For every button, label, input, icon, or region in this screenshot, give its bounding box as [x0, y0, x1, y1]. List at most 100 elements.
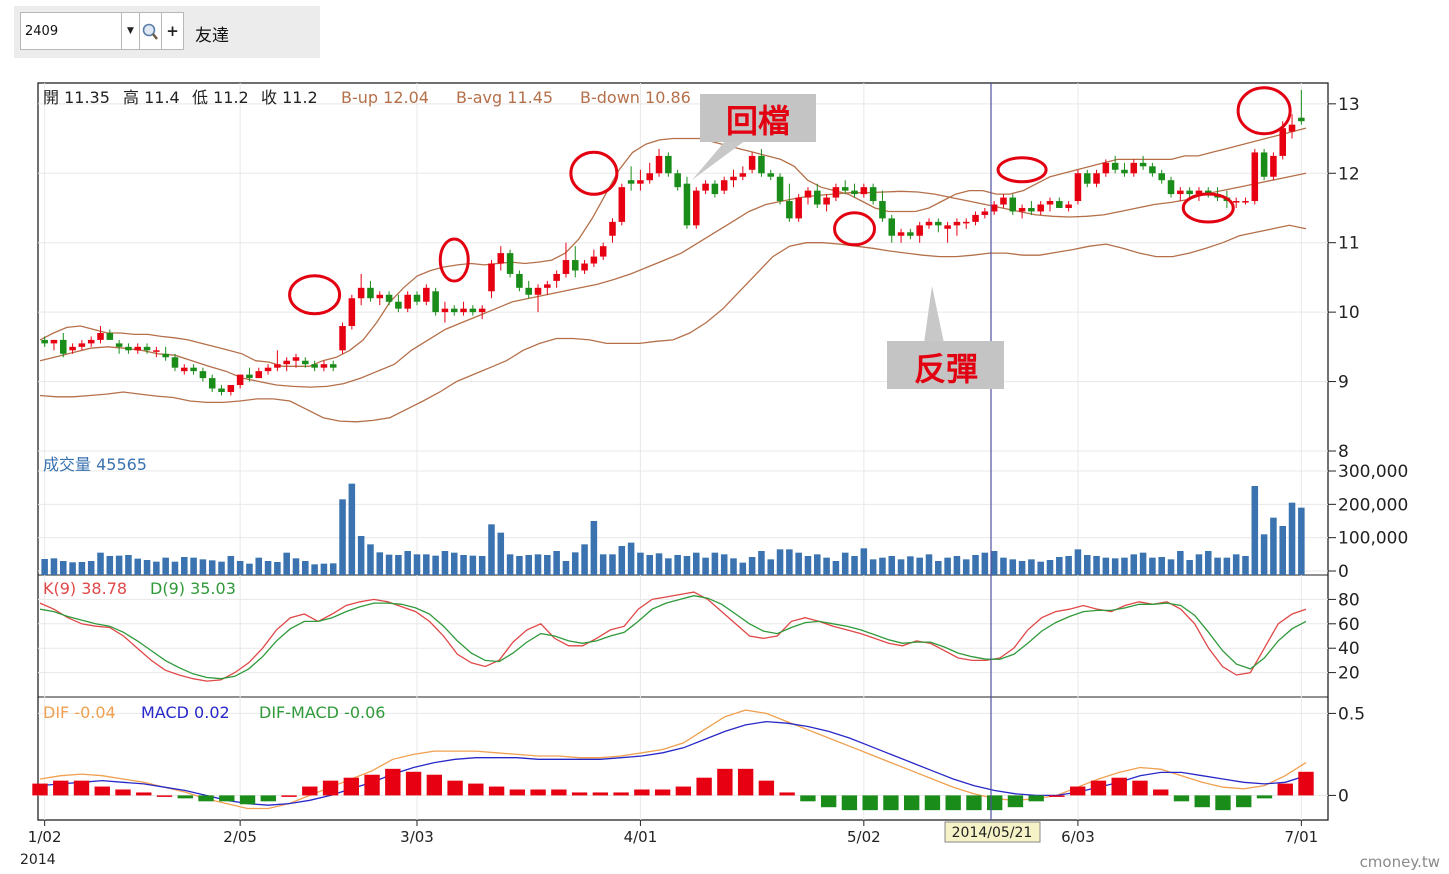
volume-bar [1149, 557, 1156, 575]
volume-bar [748, 557, 756, 575]
candle-body [87, 339, 95, 344]
candle-body [320, 364, 328, 368]
macd-histogram-bar [1090, 780, 1107, 796]
volume-bar [432, 555, 439, 575]
candle-body [497, 253, 505, 264]
volume-bar [404, 551, 411, 575]
candle-body [1000, 197, 1007, 205]
volume-bar [87, 561, 95, 575]
macd-histogram-bar [1194, 795, 1210, 808]
candle-body [1270, 155, 1277, 177]
dropdown-button[interactable]: ▼ [122, 12, 140, 50]
volume-bar [888, 556, 896, 575]
volume-bar [1009, 559, 1017, 575]
macd-histogram-bar [820, 795, 837, 808]
volume-bar [385, 554, 393, 575]
volume-bar [134, 558, 142, 575]
macd-histogram-bar [239, 795, 256, 805]
volume-bar [1083, 555, 1091, 575]
candle-body [1139, 162, 1147, 167]
bavg-label: B-avg 11.45 [456, 88, 553, 107]
candle-body [199, 371, 207, 379]
volume-bar [264, 561, 272, 575]
candle-body [1111, 162, 1119, 170]
volume-bar [199, 559, 207, 575]
candle-body [916, 225, 923, 236]
volume-bar [181, 557, 188, 575]
macd-histogram-bar [156, 795, 173, 797]
volume-bar [460, 555, 467, 575]
macd-histogram-bar [1153, 789, 1169, 796]
candle-body [981, 211, 989, 215]
volume-bar [1102, 557, 1110, 575]
candle-body [646, 173, 653, 181]
volume-bar [320, 563, 328, 575]
y-tick-label: 8 [1338, 442, 1349, 462]
highlight-circle [569, 150, 619, 196]
plus-icon: + [166, 22, 179, 40]
macd-histogram-bar [1070, 786, 1086, 796]
volume-bar [255, 557, 263, 575]
volume-bar [208, 560, 216, 575]
candle-body [302, 360, 309, 365]
search-button[interactable] [140, 12, 162, 50]
y-tick-label: 11 [1338, 234, 1360, 254]
volume-bar [497, 532, 505, 575]
stock-code-input[interactable]: 2409 [20, 12, 122, 50]
candle-body [1195, 190, 1203, 195]
x-tick-label: 3/03 [400, 828, 434, 846]
macd-histogram-bar [1236, 795, 1252, 808]
macd-histogram-bar [1028, 795, 1044, 802]
candle-body [255, 371, 263, 379]
candle-body [1121, 169, 1128, 174]
candle-body [525, 287, 532, 295]
candle-body [171, 357, 179, 368]
volume-bar [115, 555, 123, 575]
volume-bar [627, 542, 635, 575]
candle-body [1065, 204, 1072, 208]
candle-body [1037, 204, 1044, 212]
high-label: 高 11.4 [123, 88, 180, 107]
candle-body [97, 332, 104, 340]
macd-histogram-bar [592, 792, 609, 796]
volume-bar [907, 556, 914, 575]
macd-histogram-bar [717, 768, 733, 796]
volume-bar [78, 562, 86, 575]
candle-body [944, 225, 951, 229]
candle-body [432, 291, 439, 313]
volume-bar [1260, 534, 1268, 575]
volume-bar [218, 561, 225, 575]
volume-bar [236, 561, 244, 575]
volume-bar [1074, 549, 1082, 575]
volume-bar [1251, 486, 1259, 575]
volume-bar [795, 552, 802, 575]
candle-body [1167, 180, 1175, 195]
highlight-circle [1181, 192, 1235, 224]
candle-body [618, 187, 626, 222]
add-button[interactable]: + [162, 12, 184, 50]
volume-bar [1111, 558, 1119, 575]
volume-bar [153, 561, 160, 575]
candle-body [246, 374, 253, 379]
x-year-label: 2014 [20, 852, 56, 868]
candle-body [730, 176, 737, 181]
pullback-callout [700, 94, 816, 142]
macd-histogram-bar [634, 789, 650, 796]
candle-body [665, 155, 672, 174]
volume-bar [1270, 517, 1277, 575]
macd-histogram-bar [343, 777, 359, 796]
volume-bar [553, 551, 560, 575]
candle-body [376, 294, 384, 299]
candle-body [1158, 173, 1165, 181]
volume-bar [1056, 557, 1063, 575]
volume-bar [571, 552, 579, 575]
candle-body [879, 201, 886, 219]
dif-label: DIF -0.04 [43, 703, 116, 722]
volume-bar [329, 563, 337, 575]
macd-histogram-bar [73, 780, 90, 796]
stock-toolbar: 2409 ▼ + 友達 [14, 6, 320, 58]
highlight-circle [1236, 86, 1292, 136]
candle-body [125, 346, 132, 351]
volume-bar [674, 555, 681, 575]
volume-bar [534, 554, 542, 575]
